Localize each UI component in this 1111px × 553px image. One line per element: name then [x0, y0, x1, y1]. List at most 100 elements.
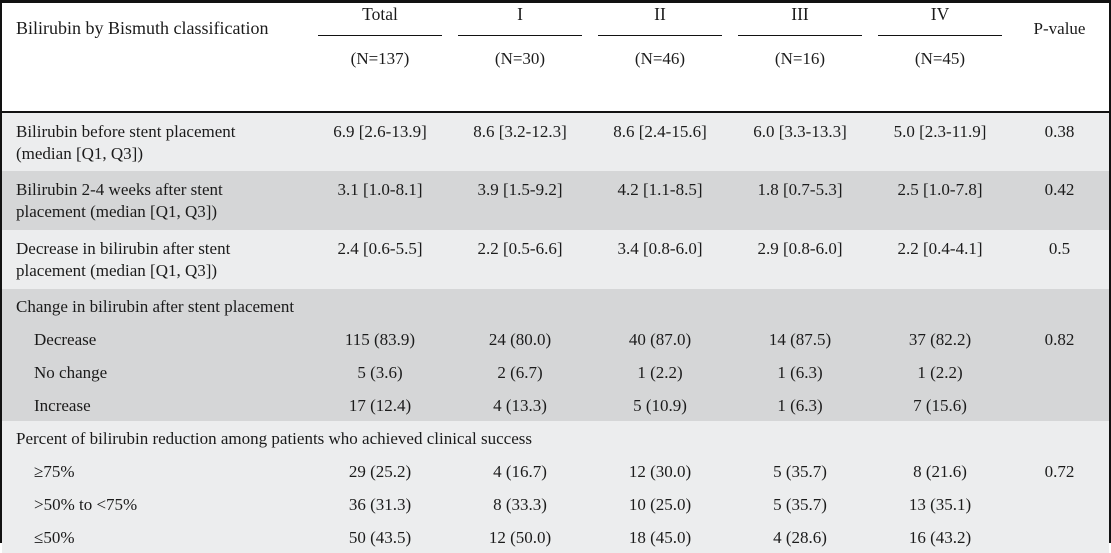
cell-II: 18 (45.0) [590, 520, 730, 553]
row-label: Increase [2, 388, 310, 421]
cell-III: 5 (35.7) [730, 487, 870, 520]
cell-total: 115 (83.9) [310, 322, 450, 355]
cell-I: 24 (80.0) [450, 322, 590, 355]
cell-III: 5 (35.7) [730, 454, 870, 487]
table-row-ge75: ≥75% 29 (25.2) 4 (16.7) 12 (30.0) 5 (35.… [2, 454, 1109, 487]
section-label: Change in bilirubin after stent placemen… [2, 289, 1109, 322]
cell-IV: 16 (43.2) [870, 520, 1010, 553]
group-underline [598, 34, 722, 36]
table-row-bilirubin-decrease: Decrease in bilirubin after stent placem… [2, 230, 1109, 289]
cell-III: 1 (6.3) [730, 388, 870, 421]
column-header-IV: IV (N=45) [870, 3, 1010, 113]
cell-III: 14 (87.5) [730, 322, 870, 355]
row-label: ≥75% [2, 454, 310, 487]
row-label: Decrease [2, 322, 310, 355]
column-header-II: II (N=46) [590, 3, 730, 113]
cell-IV: 2.5 [1.0-7.8] [870, 171, 1010, 230]
cell-II: 10 (25.0) [590, 487, 730, 520]
row-label: Bilirubin before stent placement (median… [2, 112, 310, 171]
cell-III: 1 (6.3) [730, 355, 870, 388]
cell-total: 5 (3.6) [310, 355, 450, 388]
group-n-II: (N=46) [634, 48, 686, 68]
group-n-I: (N=30) [494, 48, 546, 68]
cell-I: 2.2 [0.5-6.6] [450, 230, 590, 289]
cell-IV: 1 (2.2) [870, 355, 1010, 388]
row-label: No change [2, 355, 310, 388]
column-header-classification: Bilirubin by Bismuth classification [2, 3, 310, 113]
group-label-II: II [654, 4, 666, 24]
group-n-total: (N=137) [350, 48, 410, 68]
cell-I: 8.6 [3.2-12.3] [450, 112, 590, 171]
group-label-total: Total [362, 4, 398, 24]
row-label: >50% to <75% [2, 487, 310, 520]
cell-I: 2 (6.7) [450, 355, 590, 388]
table-row-decrease: Decrease 115 (83.9) 24 (80.0) 40 (87.0) … [2, 322, 1109, 355]
cell-total: 36 (31.3) [310, 487, 450, 520]
section-row-change-in-bilirubin: Change in bilirubin after stent placemen… [2, 289, 1109, 322]
cell-II: 3.4 [0.8-6.0] [590, 230, 730, 289]
cell-I: 3.9 [1.5-9.2] [450, 171, 590, 230]
table-row-bilirubin-after: Bilirubin 2-4 weeks after stent placemen… [2, 171, 1109, 230]
cell-pvalue [1010, 520, 1109, 553]
cell-III: 4 (28.6) [730, 520, 870, 553]
cell-pvalue: 0.72 [1010, 454, 1109, 487]
cell-I: 4 (16.7) [450, 454, 590, 487]
cell-IV: 2.2 [0.4-4.1] [870, 230, 1010, 289]
column-header-I: I (N=30) [450, 3, 590, 113]
header-row: Bilirubin by Bismuth classification Tota… [2, 3, 1109, 113]
cell-pvalue: 0.38 [1010, 112, 1109, 171]
cell-IV: 37 (82.2) [870, 322, 1010, 355]
cell-total: 6.9 [2.6-13.9] [310, 112, 450, 171]
bilirubin-bismuth-table: Bilirubin by Bismuth classification Tota… [2, 3, 1109, 553]
cell-total: 17 (12.4) [310, 388, 450, 421]
cell-pvalue [1010, 487, 1109, 520]
cell-total: 29 (25.2) [310, 454, 450, 487]
table-row-le50: ≤50% 50 (43.5) 12 (50.0) 18 (45.0) 4 (28… [2, 520, 1109, 553]
cell-II: 40 (87.0) [590, 322, 730, 355]
cell-total: 2.4 [0.6-5.5] [310, 230, 450, 289]
table-header: Bilirubin by Bismuth classification Tota… [2, 3, 1109, 113]
cell-IV: 5.0 [2.3-11.9] [870, 112, 1010, 171]
column-header-pvalue: P-value [1010, 3, 1109, 113]
cell-II: 5 (10.9) [590, 388, 730, 421]
cell-II: 12 (30.0) [590, 454, 730, 487]
column-header-total: Total (N=137) [310, 3, 450, 113]
cell-total: 3.1 [1.0-8.1] [310, 171, 450, 230]
cell-IV: 8 (21.6) [870, 454, 1010, 487]
cell-III: 6.0 [3.3-13.3] [730, 112, 870, 171]
group-underline [738, 34, 862, 36]
cell-II: 1 (2.2) [590, 355, 730, 388]
cell-I: 4 (13.3) [450, 388, 590, 421]
cell-pvalue: 0.5 [1010, 230, 1109, 289]
group-underline [458, 34, 582, 36]
cell-pvalue [1010, 388, 1109, 421]
section-row-percent-reduction: Percent of bilirubin reduction among pat… [2, 421, 1109, 454]
cell-IV: 13 (35.1) [870, 487, 1010, 520]
row-label: ≤50% [2, 520, 310, 553]
table-row-increase: Increase 17 (12.4) 4 (13.3) 5 (10.9) 1 (… [2, 388, 1109, 421]
cell-IV: 7 (15.6) [870, 388, 1010, 421]
cell-pvalue [1010, 355, 1109, 388]
cell-II: 8.6 [2.4-15.6] [590, 112, 730, 171]
cell-pvalue: 0.42 [1010, 171, 1109, 230]
group-label-I: I [517, 4, 523, 24]
group-underline [878, 34, 1002, 36]
table-row-bilirubin-before: Bilirubin before stent placement (median… [2, 112, 1109, 171]
table-row-50to75: >50% to <75% 36 (31.3) 8 (33.3) 10 (25.0… [2, 487, 1109, 520]
table-row-no-change: No change 5 (3.6) 2 (6.7) 1 (2.2) 1 (6.3… [2, 355, 1109, 388]
group-underline [318, 34, 442, 36]
row-label: Decrease in bilirubin after stent placem… [2, 230, 310, 289]
row-label: Bilirubin 2-4 weeks after stent placemen… [2, 171, 310, 230]
table-body: Bilirubin before stent placement (median… [2, 112, 1109, 553]
section-label: Percent of bilirubin reduction among pat… [2, 421, 1109, 454]
group-label-III: III [791, 4, 809, 24]
cell-III: 1.8 [0.7-5.3] [730, 171, 870, 230]
cell-total: 50 (43.5) [310, 520, 450, 553]
cell-pvalue: 0.82 [1010, 322, 1109, 355]
cell-III: 2.9 [0.8-6.0] [730, 230, 870, 289]
cell-I: 12 (50.0) [450, 520, 590, 553]
cell-I: 8 (33.3) [450, 487, 590, 520]
cell-II: 4.2 [1.1-8.5] [590, 171, 730, 230]
group-n-IV: (N=45) [914, 48, 966, 68]
